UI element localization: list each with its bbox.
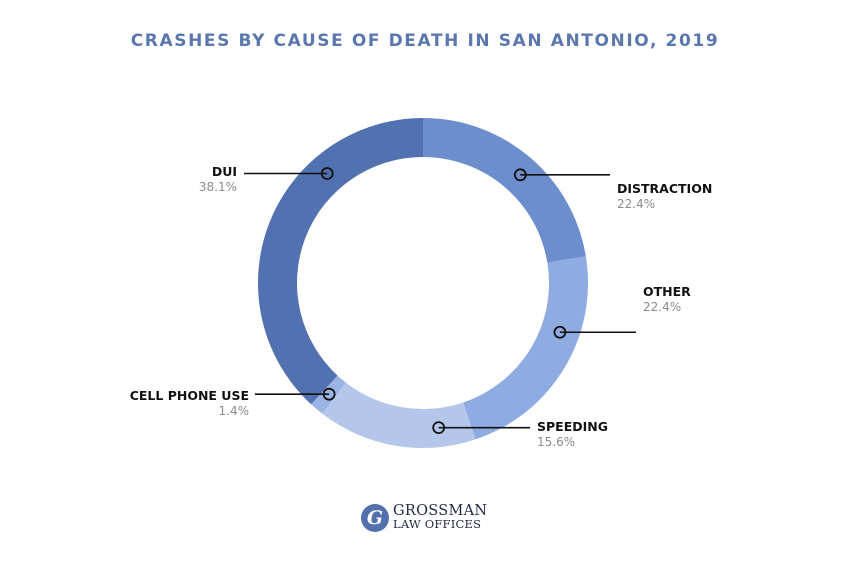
grossman-logo: G GROSSMAN LAW OFFICES xyxy=(361,502,487,534)
chart-title: CRASHES BY CAUSE OF DEATH IN SAN ANTONIO… xyxy=(130,31,720,51)
marker-dot-other xyxy=(553,325,567,339)
slice-other xyxy=(463,256,588,440)
label-other: OTHER xyxy=(643,284,691,299)
label-dui: DUI xyxy=(212,164,237,179)
value-distraction: 22.4% xyxy=(617,197,655,211)
logo-line-1: GROSSMAN xyxy=(393,503,488,519)
slice-distraction xyxy=(423,118,586,263)
value-cell-phone-use: 1.4% xyxy=(219,404,250,418)
slice-dui xyxy=(258,118,423,405)
marker-dot-dui xyxy=(320,167,334,180)
slice-speeding xyxy=(322,382,476,448)
marker-dot-cell-phone-use xyxy=(322,387,336,401)
marker-dot-distraction xyxy=(513,168,527,182)
value-other: 22.4% xyxy=(643,300,681,314)
label-speeding: SPEEDING xyxy=(537,419,608,434)
marker-dot-speeding xyxy=(432,421,446,435)
value-dui: 38.1% xyxy=(199,180,237,194)
donut-slices xyxy=(258,118,588,448)
logo-wordmark: GROSSMAN LAW OFFICES xyxy=(393,503,488,531)
logo-line-2: LAW OFFICES xyxy=(393,517,482,531)
label-distraction: DISTRACTION xyxy=(617,181,712,196)
callouts: DISTRACTION22.4%OTHER22.4%SPEEDING15.6%C… xyxy=(130,164,713,449)
value-speeding: 15.6% xyxy=(537,435,575,449)
logo-g-icon: G xyxy=(361,504,389,532)
label-cell-phone-use: CELL PHONE USE xyxy=(130,388,249,403)
